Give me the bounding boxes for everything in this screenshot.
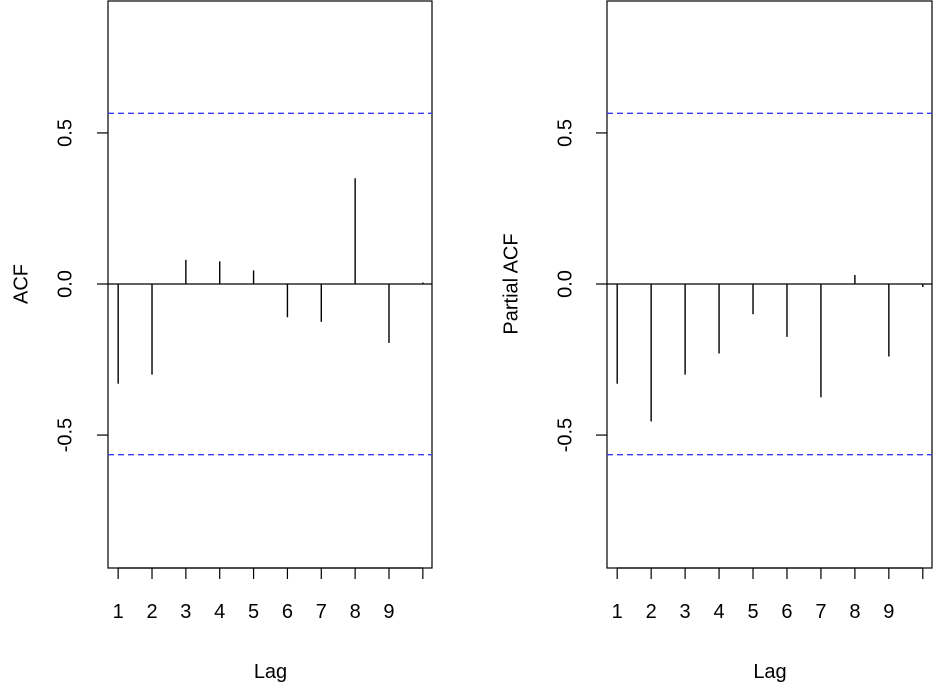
x-axis-label: Lag <box>753 661 786 683</box>
x-tick-label: 4 <box>214 601 225 623</box>
x-tick-label: 3 <box>680 601 691 623</box>
x-tick-label: 7 <box>316 601 327 623</box>
x-tick-label: 8 <box>350 601 361 623</box>
x-tick-label: 5 <box>248 601 259 623</box>
x-tick-label: 8 <box>849 601 860 623</box>
pacf-panel: 1 2 3 4 5 6 7 8 9 -0.5 0.0 0.5 Lag Partial ACF <box>500 0 933 683</box>
x-tick-label: 2 <box>146 601 157 623</box>
x-tick-label: 9 <box>883 601 894 623</box>
x-tick-label: 2 <box>646 601 657 623</box>
x-tick-label: 4 <box>714 601 725 623</box>
y-tick-label: 0.0 <box>554 270 576 298</box>
x-axis-label: Lag <box>254 661 287 683</box>
y-tick-label: 0.5 <box>54 119 76 147</box>
y-axis-label: ACF <box>10 264 32 304</box>
x-tick-label: 3 <box>180 601 191 623</box>
y-tick-label: -0.5 <box>554 418 576 452</box>
y-tick-label: 0.0 <box>54 270 76 298</box>
x-tick-label: 1 <box>113 601 124 623</box>
y-tick-label: 0.5 <box>554 119 576 147</box>
x-tick-label: 6 <box>781 601 792 623</box>
x-tick-label: 9 <box>383 601 394 623</box>
y-tick-label: -0.5 <box>54 418 76 452</box>
y-axis-label: Partial ACF <box>500 233 522 334</box>
x-tick-label: 6 <box>282 601 293 623</box>
x-tick-label: 5 <box>747 601 758 623</box>
acf-panel: 1 2 3 4 5 6 7 8 9 -0.5 0.0 0.5 Lag ACF <box>10 0 433 683</box>
x-tick-label: 1 <box>612 601 623 623</box>
x-tick-label: 7 <box>815 601 826 623</box>
